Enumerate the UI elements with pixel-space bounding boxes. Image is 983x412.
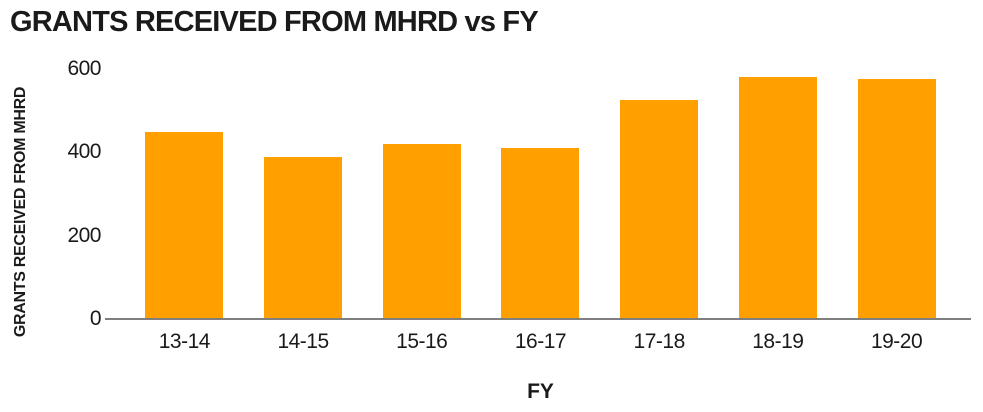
x-tick-label: 18-19 [752, 330, 804, 353]
x-tick-label: 13-14 [158, 330, 211, 353]
bar-18-19[interactable] [738, 77, 817, 319]
x-tick-label: 16-17 [514, 330, 567, 353]
x-axis-tick-labels: 13-14 14-15 15-16 16-17 17-18 18-19 19-20 [125, 330, 956, 354]
bar-13-14[interactable] [145, 131, 224, 319]
plot-area [125, 69, 956, 319]
x-axis-line [105, 318, 971, 320]
x-axis-title: FY [527, 380, 554, 403]
y-tick-label: 200 [67, 223, 101, 247]
bar-14-15[interactable] [264, 156, 343, 319]
y-tick-label: 0 [89, 307, 102, 330]
y-tick-label: 400 [67, 140, 101, 164]
y-tick-label: 600 [67, 57, 101, 80]
bar-16-17[interactable] [501, 148, 580, 319]
x-tick-label: 19-20 [870, 330, 923, 353]
bar-19-20[interactable] [857, 79, 936, 319]
chart-title: GRANTS RECEIVED FROM MHRD vs FY [10, 6, 539, 38]
x-tick-label: 17-18 [633, 330, 686, 353]
y-axis-title: GRANTS RECEIVED FROM MHRD [12, 86, 29, 338]
x-tick-label: 14-15 [277, 330, 329, 353]
bar-17-18[interactable] [620, 100, 699, 319]
x-tick-label: 15-16 [396, 330, 448, 353]
bar-15-16[interactable] [382, 144, 461, 319]
